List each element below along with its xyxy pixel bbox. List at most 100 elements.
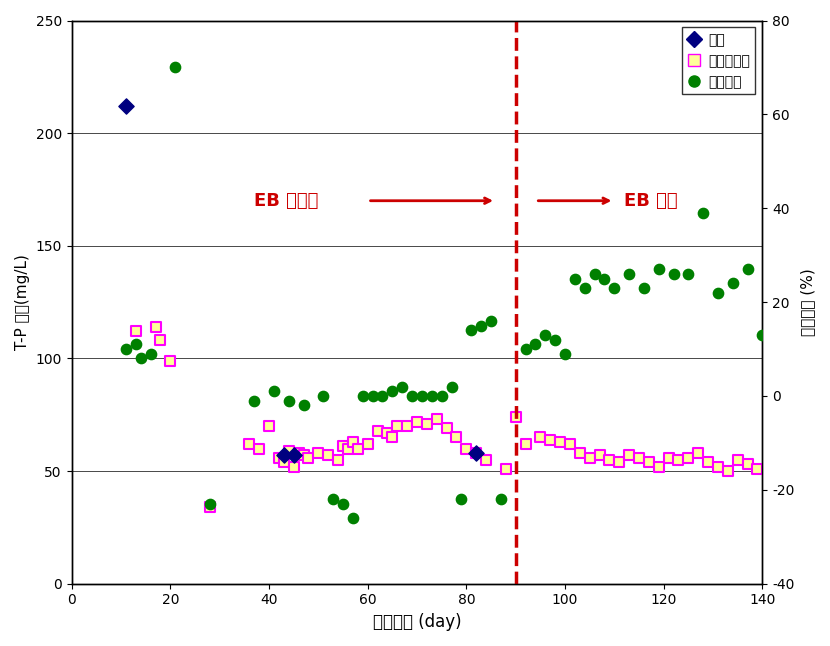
Point bbox=[598, 273, 611, 284]
Point bbox=[321, 450, 334, 461]
Point bbox=[696, 208, 710, 218]
Point bbox=[666, 269, 680, 279]
Point bbox=[751, 464, 764, 474]
Point bbox=[652, 461, 666, 472]
Point bbox=[405, 391, 418, 401]
Point bbox=[277, 457, 290, 467]
Point bbox=[410, 416, 423, 426]
Point bbox=[267, 386, 281, 397]
Point bbox=[144, 349, 157, 359]
Point bbox=[381, 428, 394, 438]
Point bbox=[613, 457, 626, 467]
Point bbox=[247, 395, 261, 406]
Point bbox=[460, 443, 473, 453]
Text: EB 조사: EB 조사 bbox=[624, 192, 678, 210]
Point bbox=[652, 264, 666, 275]
Point bbox=[386, 432, 399, 443]
Point bbox=[450, 432, 463, 443]
Y-axis label: T-P 농도(mg/L): T-P 농도(mg/L) bbox=[15, 254, 30, 350]
Point bbox=[529, 339, 542, 349]
Point bbox=[203, 502, 217, 512]
Point bbox=[741, 264, 754, 275]
Point bbox=[331, 455, 344, 465]
Point bbox=[711, 461, 725, 472]
Point bbox=[681, 452, 695, 463]
Point bbox=[297, 401, 310, 411]
Point bbox=[701, 457, 715, 467]
Point bbox=[549, 335, 562, 345]
Point bbox=[642, 457, 656, 467]
Y-axis label: 처리효율 (%): 처리효율 (%) bbox=[800, 268, 815, 336]
Point bbox=[129, 326, 143, 337]
Point bbox=[579, 283, 592, 293]
Point bbox=[120, 344, 133, 354]
Point bbox=[242, 439, 256, 449]
Point bbox=[168, 62, 182, 72]
Point bbox=[287, 450, 300, 461]
Point bbox=[632, 452, 646, 463]
Point bbox=[272, 452, 286, 463]
Point bbox=[583, 452, 596, 463]
Point bbox=[588, 269, 601, 279]
Point bbox=[371, 425, 384, 435]
Point bbox=[465, 325, 478, 335]
Point bbox=[346, 437, 359, 447]
Point bbox=[351, 443, 364, 453]
Point bbox=[312, 448, 325, 458]
Point bbox=[341, 443, 354, 453]
Point bbox=[366, 391, 379, 401]
Point bbox=[470, 448, 483, 458]
Point bbox=[569, 273, 582, 284]
Point bbox=[391, 421, 404, 431]
Point bbox=[292, 448, 305, 458]
Point bbox=[574, 448, 587, 458]
Point bbox=[593, 450, 606, 461]
Point bbox=[544, 434, 557, 444]
Point bbox=[711, 287, 725, 298]
Point bbox=[662, 452, 676, 463]
Point bbox=[420, 419, 433, 429]
Point bbox=[440, 423, 453, 433]
Point bbox=[203, 499, 217, 509]
Point bbox=[509, 412, 522, 422]
Point bbox=[534, 432, 547, 443]
Point bbox=[129, 339, 143, 349]
Point bbox=[455, 494, 468, 505]
Point bbox=[262, 421, 276, 431]
Point bbox=[316, 391, 330, 401]
Point bbox=[559, 349, 572, 359]
Point bbox=[134, 353, 148, 364]
Point bbox=[622, 269, 636, 279]
Point bbox=[603, 455, 616, 465]
Point bbox=[164, 355, 177, 366]
Point bbox=[726, 278, 740, 289]
Point bbox=[637, 283, 651, 293]
Point bbox=[282, 395, 295, 406]
Point bbox=[396, 381, 409, 391]
Point bbox=[302, 452, 315, 463]
Point bbox=[721, 466, 735, 476]
Point bbox=[282, 446, 295, 456]
Point bbox=[554, 437, 567, 447]
Point bbox=[277, 450, 290, 461]
Point bbox=[356, 391, 369, 401]
Text: EB 비조사: EB 비조사 bbox=[254, 192, 319, 210]
Point bbox=[470, 448, 483, 458]
Point bbox=[480, 455, 493, 465]
Point bbox=[287, 461, 300, 472]
Point bbox=[252, 443, 266, 453]
Point bbox=[120, 101, 133, 111]
Point bbox=[475, 320, 488, 331]
Point bbox=[361, 439, 374, 449]
Point bbox=[445, 381, 458, 391]
Point bbox=[154, 335, 167, 346]
Point bbox=[608, 283, 621, 293]
Point bbox=[435, 391, 448, 401]
Point bbox=[519, 439, 532, 449]
Point bbox=[430, 414, 443, 424]
Point bbox=[691, 448, 705, 458]
Point bbox=[485, 316, 498, 326]
Point bbox=[519, 344, 532, 354]
Point bbox=[731, 455, 745, 465]
Point bbox=[326, 494, 339, 505]
